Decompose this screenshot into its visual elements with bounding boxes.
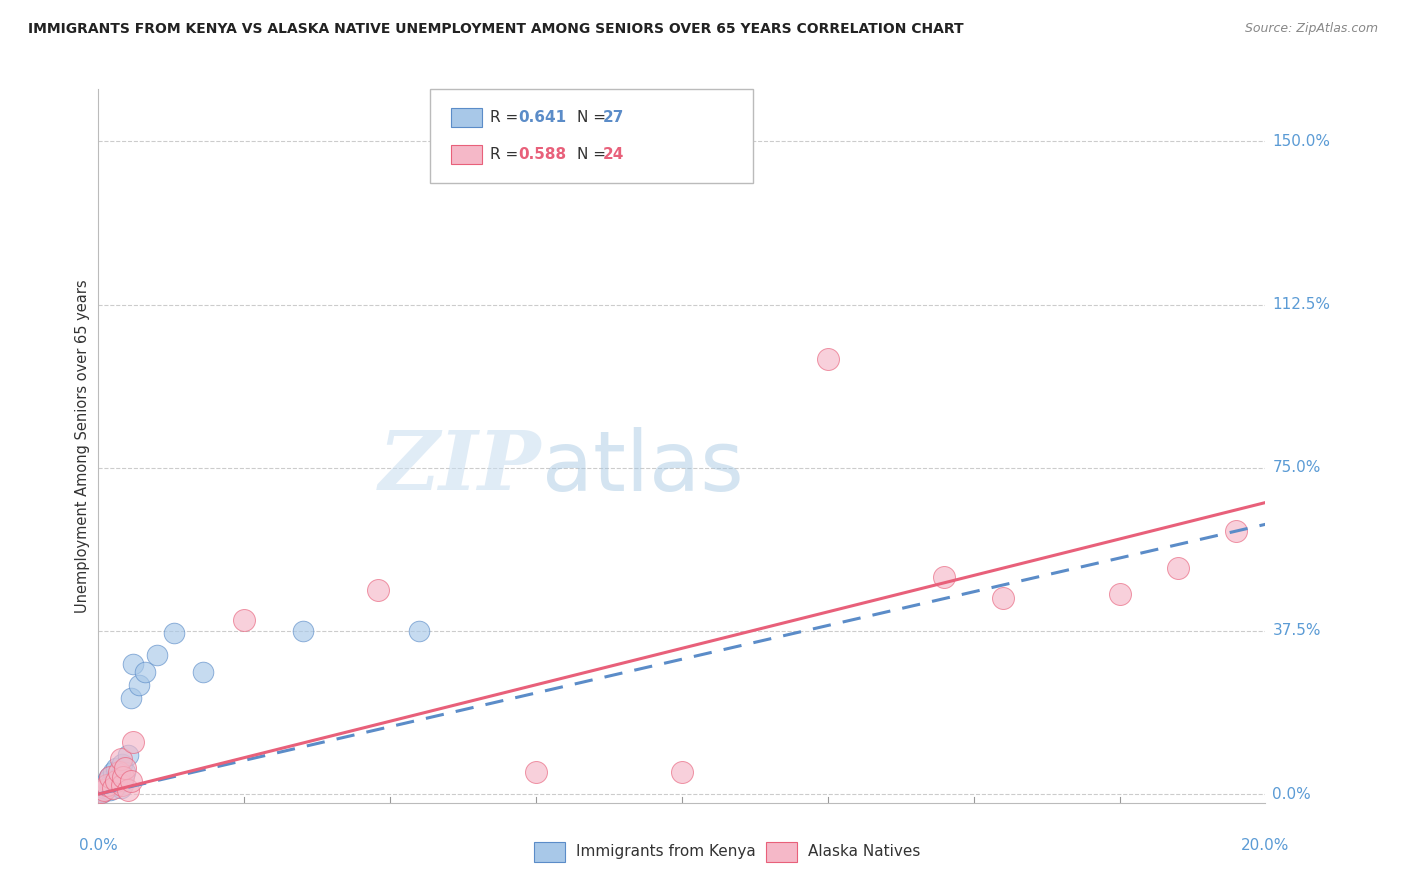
Text: R =: R = <box>491 147 523 162</box>
Point <box>1167 561 1189 575</box>
Text: N =: N = <box>578 110 612 125</box>
Point <box>146 648 169 662</box>
Point <box>96 774 118 789</box>
Point <box>104 772 127 786</box>
Point <box>134 665 156 680</box>
Point <box>90 785 112 799</box>
Text: 150.0%: 150.0% <box>1272 134 1330 149</box>
Point <box>108 765 131 780</box>
Point <box>98 770 121 784</box>
Text: 37.5%: 37.5% <box>1272 624 1320 639</box>
Point <box>291 624 314 638</box>
Text: 24: 24 <box>603 147 624 162</box>
Point <box>111 778 134 792</box>
Point <box>128 678 150 692</box>
Point <box>163 626 186 640</box>
Point <box>104 761 127 775</box>
Point <box>122 735 145 749</box>
Point <box>117 782 139 797</box>
Point <box>96 778 118 792</box>
Point <box>991 591 1014 606</box>
Point <box>120 691 142 706</box>
Text: Source: ZipAtlas.com: Source: ZipAtlas.com <box>1244 22 1378 36</box>
Text: R =: R = <box>491 110 523 125</box>
Point <box>367 582 389 597</box>
Point <box>110 780 132 795</box>
Text: Alaska Natives: Alaska Natives <box>808 845 921 859</box>
Point <box>193 665 215 680</box>
Text: IMMIGRANTS FROM KENYA VS ALASKA NATIVE UNEMPLOYMENT AMONG SENIORS OVER 65 YEARS : IMMIGRANTS FROM KENYA VS ALASKA NATIVE U… <box>28 22 963 37</box>
Point <box>120 774 142 789</box>
Text: 0.0%: 0.0% <box>1272 787 1312 802</box>
Point <box>934 569 956 583</box>
Point <box>408 624 430 638</box>
Point <box>94 778 117 792</box>
Text: 75.0%: 75.0% <box>1272 460 1320 475</box>
Point <box>98 782 121 797</box>
Point <box>111 756 134 771</box>
Point <box>105 778 128 792</box>
Text: 0.0%: 0.0% <box>79 838 118 854</box>
Point <box>114 765 136 780</box>
Point <box>110 752 132 766</box>
Point <box>101 765 124 780</box>
Point <box>114 761 136 775</box>
Point <box>108 770 131 784</box>
Point <box>524 765 547 780</box>
Point <box>90 782 112 797</box>
Text: atlas: atlas <box>541 427 744 508</box>
Point <box>111 774 134 789</box>
Point <box>104 774 127 789</box>
Point <box>111 770 134 784</box>
Point <box>97 770 120 784</box>
Point <box>100 776 122 790</box>
Point <box>93 782 115 797</box>
Point <box>101 780 124 795</box>
Point <box>1225 524 1247 538</box>
Text: ZIP: ZIP <box>380 427 541 508</box>
Text: 0.641: 0.641 <box>519 110 567 125</box>
Point <box>93 780 115 795</box>
Point <box>1108 587 1130 601</box>
Point <box>91 785 114 799</box>
Text: N =: N = <box>578 147 612 162</box>
Text: 20.0%: 20.0% <box>1241 838 1289 854</box>
Y-axis label: Unemployment Among Seniors over 65 years: Unemployment Among Seniors over 65 years <box>75 279 90 613</box>
Point <box>122 657 145 671</box>
Text: 27: 27 <box>603 110 624 125</box>
Text: Immigrants from Kenya: Immigrants from Kenya <box>576 845 756 859</box>
Point <box>817 351 839 366</box>
Point <box>671 765 693 780</box>
Text: 0.588: 0.588 <box>519 147 567 162</box>
Point <box>117 747 139 762</box>
Point <box>233 613 256 627</box>
Text: 112.5%: 112.5% <box>1272 297 1330 312</box>
